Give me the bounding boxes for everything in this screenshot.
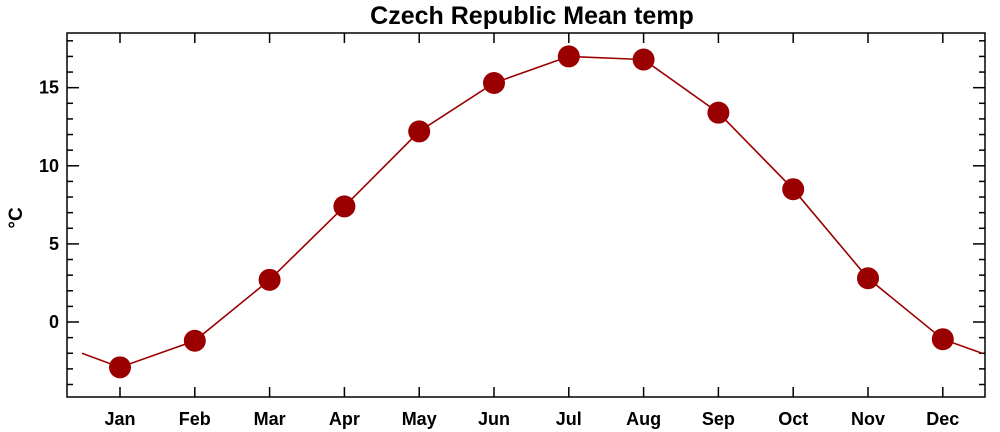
x-tick-label: Sep xyxy=(702,409,735,429)
data-point xyxy=(258,268,281,291)
y-tick-label: 0 xyxy=(49,312,59,332)
x-tick-label: Jul xyxy=(556,409,582,429)
data-point xyxy=(557,45,580,68)
x-tick-label: Oct xyxy=(778,409,808,429)
plot-frame xyxy=(66,32,986,398)
data-point xyxy=(707,101,730,124)
data-point xyxy=(483,71,505,94)
data-markers xyxy=(109,45,954,379)
axis-ticks xyxy=(67,33,985,397)
y-tick-label: 5 xyxy=(49,234,59,254)
data-point xyxy=(782,178,805,201)
y-tick-label: 10 xyxy=(39,156,59,176)
x-tick-label: Jan xyxy=(104,409,135,429)
chart-title: Czech Republic Mean temp xyxy=(370,2,694,30)
y-tick-labels: 0 5 10 15 xyxy=(39,78,59,332)
data-point xyxy=(931,328,954,351)
data-point xyxy=(632,48,655,71)
x-tick-label: Nov xyxy=(851,409,885,429)
x-tick-label: Dec xyxy=(926,409,959,429)
x-tick-labels: Jan Feb Mar Apr May Jun Jul Aug Sep Oct Nov Dec xyxy=(104,409,959,429)
y-tick-label: 15 xyxy=(39,78,59,98)
x-tick-label: May xyxy=(402,409,437,429)
data-point xyxy=(333,195,356,218)
x-tick-label: Feb xyxy=(179,409,211,429)
data-point xyxy=(109,356,131,379)
data-point xyxy=(857,267,879,290)
x-tick-label: Apr xyxy=(329,409,360,429)
series-line xyxy=(81,55,983,369)
y-axis-label: °C xyxy=(6,207,27,229)
x-tick-label: Aug xyxy=(626,409,661,429)
data-point xyxy=(408,120,431,143)
data-point xyxy=(183,329,206,352)
x-tick-label: Jun xyxy=(478,409,510,429)
x-tick-label: Mar xyxy=(254,409,286,429)
